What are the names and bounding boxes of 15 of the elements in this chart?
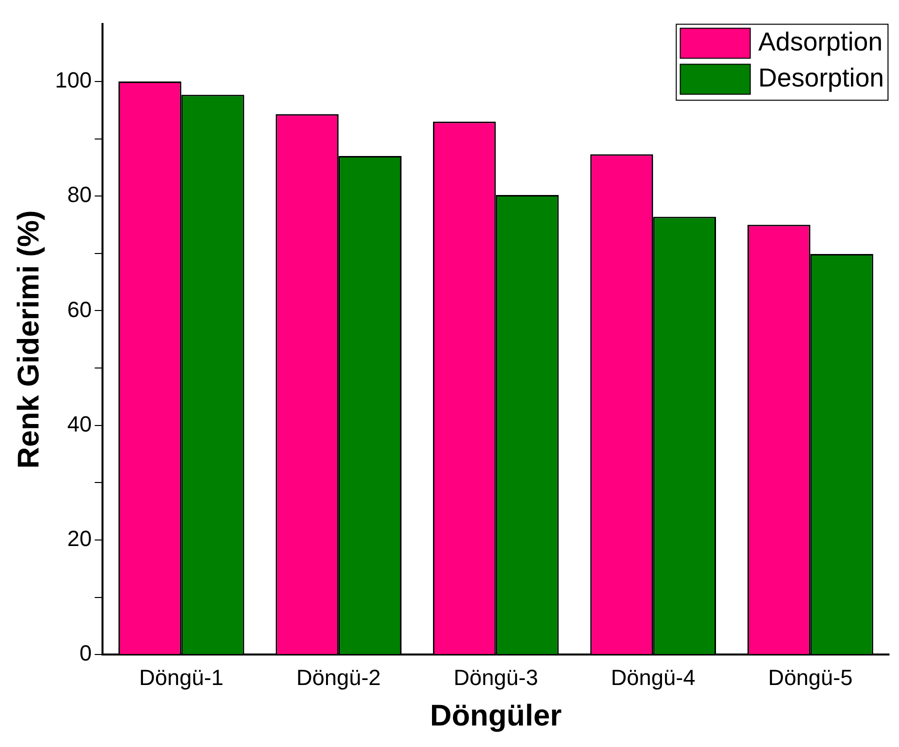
y-axis-title: Renk Giderimi (%) [12, 210, 46, 469]
y-tick-label: 0 [79, 640, 92, 666]
x-tick-label: Döngü-5 [768, 664, 853, 690]
y-tick-label: 60 [67, 296, 92, 322]
x-tick-label: Döngü-3 [454, 664, 538, 690]
x-tick-label: Döngü-4 [610, 664, 696, 690]
y-tick-label: 100 [54, 68, 92, 93]
y-tick-label: 40 [67, 411, 92, 436]
y-tick-label: 80 [67, 182, 92, 208]
y-tick-label: 20 [67, 526, 92, 552]
x-axis-title: Döngüler [430, 699, 562, 732]
legend-label: Adsorption [758, 26, 883, 56]
x-tick-label: Döngü-2 [296, 664, 381, 690]
legend-label: Desorption [758, 62, 884, 92]
x-tick-label: Döngü-1 [139, 664, 224, 690]
